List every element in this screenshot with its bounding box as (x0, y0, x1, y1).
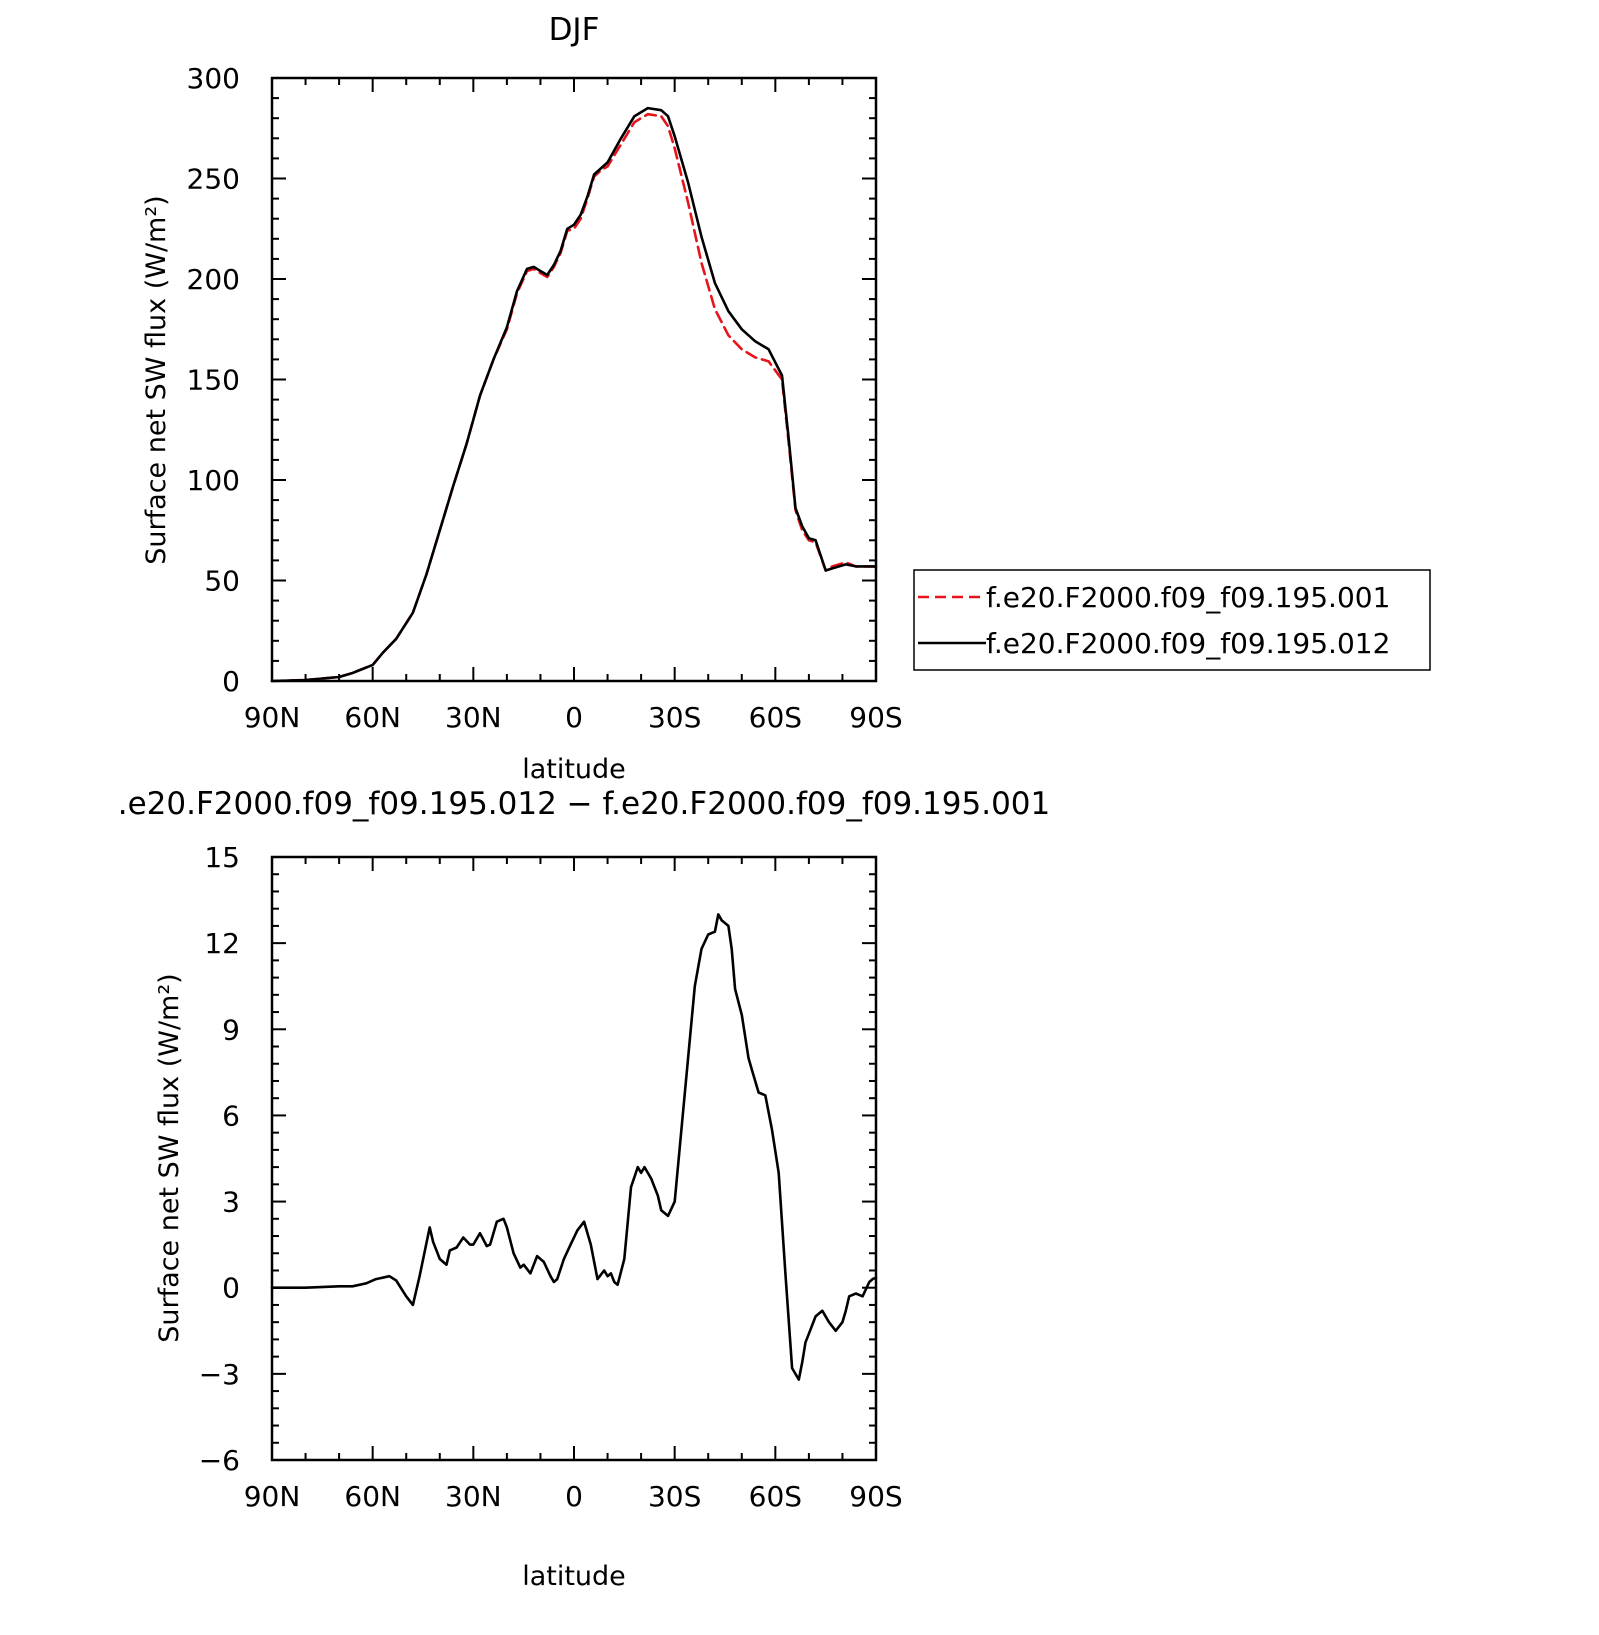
y-tick-label: −6 (199, 1444, 240, 1477)
bottom-chart-title: .e20.F2000.f09_f09.195.012 − f.e20.F2000… (118, 786, 1050, 822)
x-tick-label: 90N (244, 1480, 301, 1513)
x-tick-label: 30S (648, 701, 701, 734)
x-tick-label: 30S (648, 1480, 701, 1513)
y-tick-label: 300 (187, 62, 240, 95)
y-tick-label: 3 (222, 1186, 240, 1219)
bottom-series-layer (270, 913, 878, 1381)
x-tick-label: 90N (244, 701, 301, 734)
top-chart-title: DJF (549, 12, 600, 48)
legend: f.e20.F2000.f09_f09.195.001 f.e20.F2000.… (913, 569, 1431, 671)
bottom-plot-frame (270, 855, 878, 1462)
bottom-chart: .e20.F2000.f09_f09.195.012 − f.e20.F2000… (118, 786, 1050, 1592)
y-tick-label: 12 (204, 927, 240, 960)
y-tick-label: 250 (187, 163, 240, 196)
top-plot-frame (270, 76, 878, 683)
y-tick-label: 0 (222, 1272, 240, 1305)
y-tick-label: 0 (222, 665, 240, 698)
x-tick-label: 90S (849, 701, 902, 734)
y-tick-label: 200 (187, 263, 240, 296)
x-tick-label: 60S (749, 1480, 802, 1513)
y-tick-label: 9 (222, 1013, 240, 1046)
y-tick-label: −3 (199, 1358, 240, 1391)
y-tick-label: 15 (204, 841, 240, 874)
x-tick-label: 0 (565, 1480, 583, 1513)
series-line-bottom-1 (270, 913, 878, 1381)
bottom-x-axis-title: latitude (522, 1561, 626, 1592)
bottom-tick-layer: 90N 60N 30N 0 30S 60S 90S −6 −3 0 3 6 9 12 15 (199, 841, 903, 1513)
series-line-top-2 (270, 106, 878, 683)
y-tick-label: 50 (204, 565, 240, 598)
x-tick-label: 30N (445, 1480, 502, 1513)
top-x-axis-title: latitude (522, 754, 626, 785)
legend-box (913, 569, 1431, 671)
x-tick-label: 60N (344, 701, 401, 734)
top-series-layer (270, 106, 878, 683)
legend-label-series-1: f.e20.F2000.f09_f09.195.001 (986, 581, 1390, 614)
bottom-y-axis-title: Surface net SW flux (W/m²) (154, 973, 185, 1342)
x-tick-label: 30N (445, 701, 502, 734)
top-chart: DJF 90N 60N 30N 0 30S 60S 90S 0 50 100 150 200 250 30… (141, 12, 1431, 785)
y-tick-label: 150 (187, 364, 240, 397)
x-tick-label: 60S (749, 701, 802, 734)
legend-label-series-2: f.e20.F2000.f09_f09.195.012 (986, 627, 1390, 660)
y-tick-label: 100 (187, 464, 240, 497)
y-tick-label: 6 (222, 1099, 240, 1132)
x-tick-label: 0 (565, 701, 583, 734)
x-tick-label: 90S (849, 1480, 902, 1513)
x-tick-label: 60N (344, 1480, 401, 1513)
top-tick-layer: 90N 60N 30N 0 30S 60S 90S 0 50 100 150 200 250 300 (187, 62, 903, 734)
top-y-axis-title: Surface net SW flux (W/m²) (141, 195, 172, 564)
